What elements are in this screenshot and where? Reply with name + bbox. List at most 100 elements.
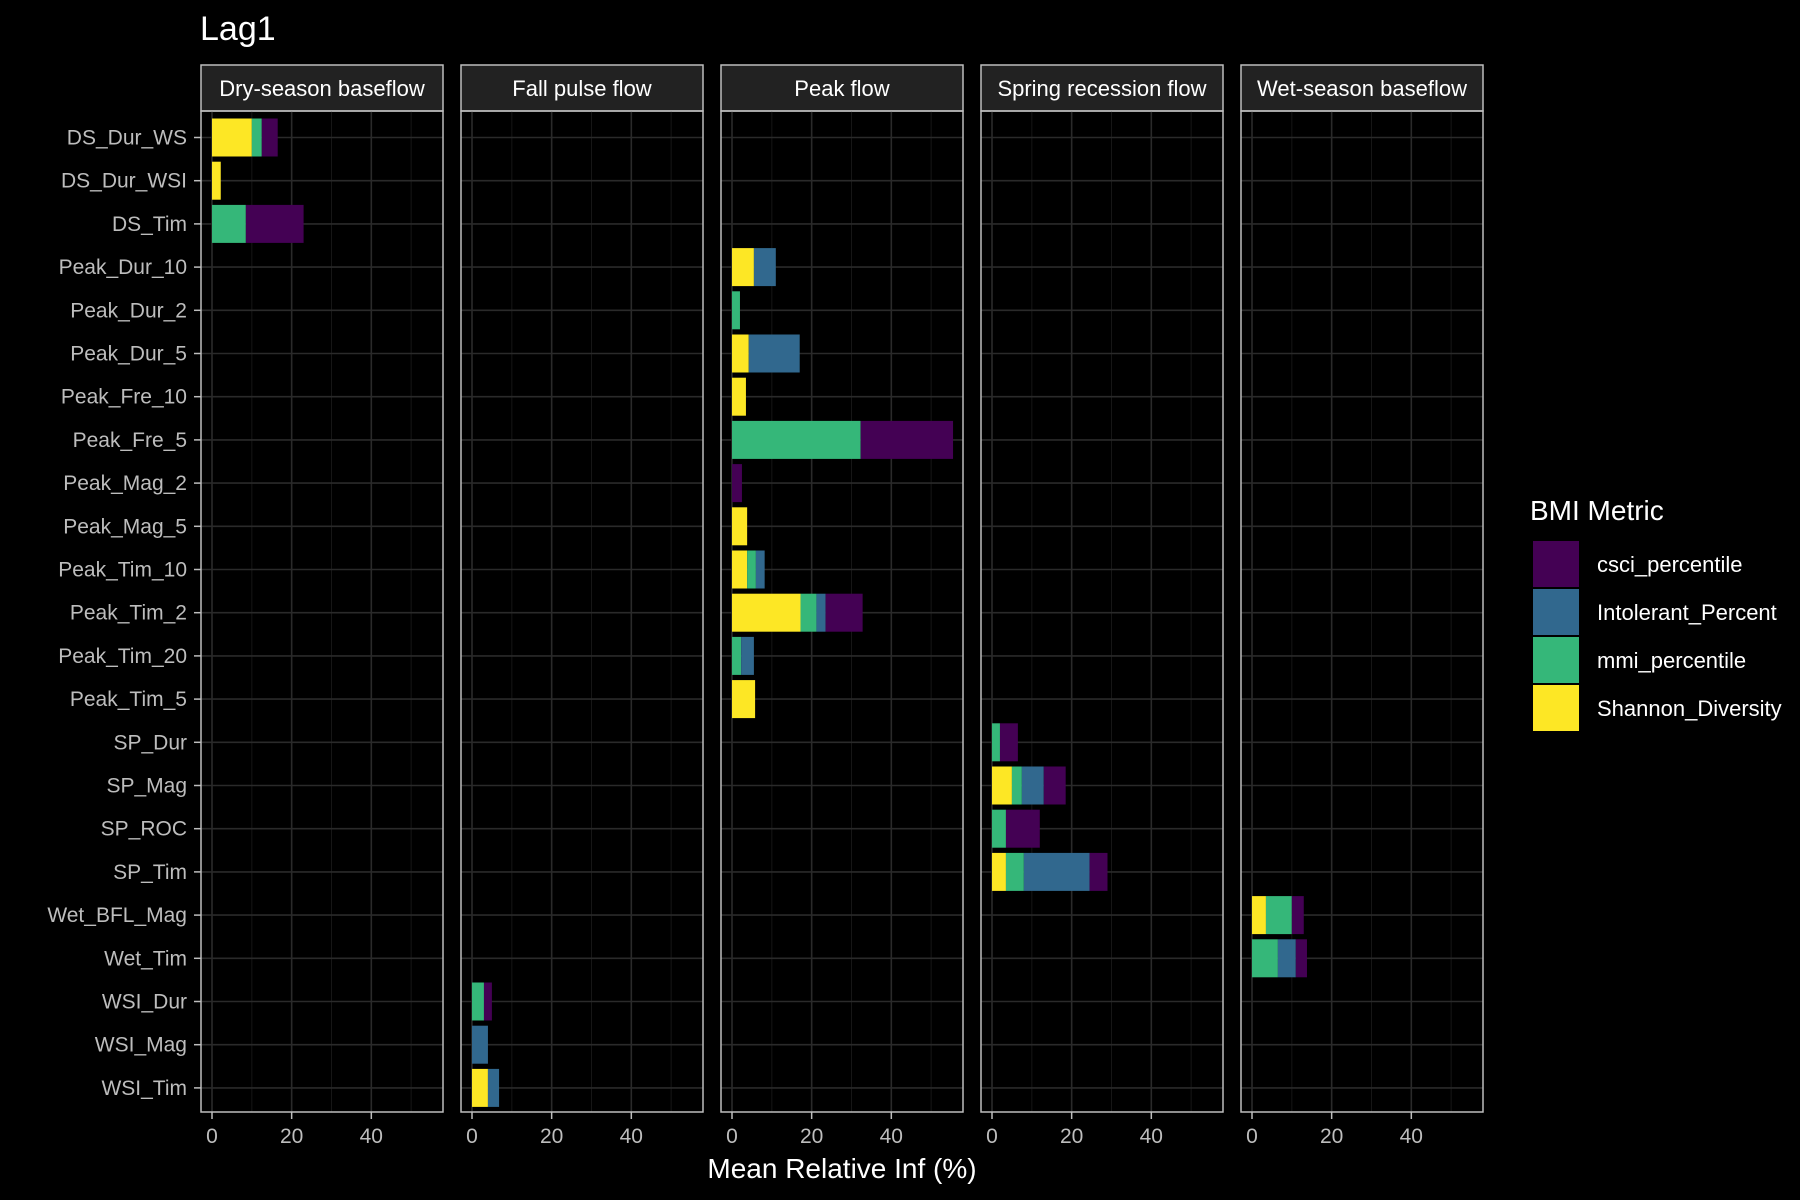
bar-segment [1005,809,1040,848]
bar-segment [1252,939,1278,978]
bar-segment [992,723,1000,762]
bar-segment [472,1068,488,1107]
legend-swatch [1533,685,1579,731]
bar-segment [212,204,246,243]
bar-segment [1252,896,1266,935]
bar-segment [261,118,278,157]
bar-segment [753,248,776,287]
x-tick-label: 0 [986,1125,998,1148]
y-tick-label: DS_Dur_WSI [61,170,187,193]
x-tick-label: 40 [360,1125,383,1148]
panel-border [720,110,964,1113]
bar-segment [1295,939,1307,978]
facet-strip-label: Peak flow [794,76,889,101]
bar-segment [741,636,754,675]
x-axis-label: Mean Relative Inf (%) [707,1153,976,1184]
bar-segment [1291,896,1304,935]
panel-border [200,110,444,1113]
facet-panel: Spring recession flow 0 20 40 [980,64,1224,1148]
facet-strip-label: Dry-season baseflow [219,76,425,101]
y-tick-label: Peak_Dur_5 [70,343,187,366]
legend-item-label: csci_percentile [1597,552,1743,577]
x-tick-label: 20 [1320,1125,1343,1148]
bar-segment [732,420,861,459]
bar-segment [732,334,749,373]
x-tick-label: 20 [540,1125,563,1148]
bar-segment [472,982,484,1021]
bar-segment [245,204,304,243]
facet-strip [1240,64,1484,112]
y-tick-label: Peak_Tim_20 [58,645,187,668]
bar-segment [999,723,1018,762]
x-tick-label: 40 [620,1125,643,1148]
legend-item-label: mmi_percentile [1597,648,1746,673]
bar-segment [732,680,756,719]
bar-segment [487,1068,500,1107]
x-tick-label: 0 [1246,1125,1258,1148]
bar-segment [1043,766,1066,805]
facet-strip [460,64,704,112]
x-tick-label: 0 [466,1125,478,1148]
y-tick-label: WSI_Mag [95,1034,187,1057]
bar-segment [732,636,742,675]
facet-strip-label: Wet-season baseflow [1257,76,1467,101]
y-tick-label: Peak_Tim_2 [70,602,187,625]
x-tick-label: 20 [1060,1125,1083,1148]
y-tick-label: Peak_Dur_2 [70,299,187,322]
x-tick-label: 0 [726,1125,738,1148]
x-tick-label: 40 [1400,1125,1423,1148]
bar-segment [732,377,746,416]
y-tick-label: Peak_Dur_10 [59,256,187,279]
legend-swatch [1533,637,1579,683]
y-tick-label: Peak_Mag_2 [63,472,187,495]
legend-swatch [1533,541,1579,587]
x-tick-label: 20 [280,1125,303,1148]
legend: BMI Metric csci_percentile Intolerant_Per… [1530,495,1782,731]
bar-segment [732,291,740,330]
y-tick-label: Peak_Fre_5 [73,429,187,452]
bar-segment [732,550,748,589]
facet-panel: Fall pulse flow 0 20 40 [460,64,704,1148]
panel-border [460,110,704,1113]
x-tick-label: 0 [206,1125,218,1148]
facet-panel: Wet-season baseflow 0 20 40 [1240,64,1484,1148]
y-tick-label: DS_Tim [112,213,187,236]
legend-item-label: Intolerant_Percent [1597,600,1777,625]
bar-segment [212,118,252,157]
y-tick-label: DS_Dur_WS [67,127,187,150]
bar-segment [1277,939,1296,978]
legend-title: BMI Metric [1530,495,1664,526]
y-tick-label: Wet_Tim [104,947,187,970]
y-tick-label: WSI_Dur [102,991,187,1014]
bar-segment [992,766,1012,805]
bar-segment [1021,766,1044,805]
facet-strip-label: Fall pulse flow [512,76,652,101]
y-tick-label: Peak_Tim_10 [58,559,187,582]
y-tick-label: SP_ROC [101,818,187,841]
bar-segment [800,593,817,632]
bar-segment [1089,852,1108,891]
bar-segment [732,248,754,287]
bar-segment [732,593,801,632]
y-axis: DS_Dur_WS DS_Dur_WSI DS_Tim Peak_Dur_10 Peak… [47,127,201,1100]
y-tick-label: Wet_BFL_Mag [47,904,187,927]
bar-segment [1005,852,1024,891]
bar-segment [825,593,863,632]
bar-segment [732,464,742,503]
facet-panel: Peak flow 0 20 40 [720,64,964,1148]
legend-swatch [1533,589,1579,635]
facet-panel: Dry-season baseflow 0 20 40 [200,64,444,1148]
x-tick-label: 40 [880,1125,903,1148]
facet-panels: Dry-season baseflow 0 20 40 Fall pulse flow 0… [200,64,1484,1148]
x-tick-label: 40 [1140,1125,1163,1148]
y-tick-label: WSI_Tim [101,1077,187,1100]
bar-segment [251,118,262,157]
facet-strip [200,64,444,112]
y-tick-label: SP_Mag [106,775,187,798]
bar-segment [992,852,1006,891]
bar-segment [755,550,765,589]
bar-segment [816,593,826,632]
y-tick-label: Peak_Tim_5 [70,688,187,711]
bar-segment [748,334,800,373]
